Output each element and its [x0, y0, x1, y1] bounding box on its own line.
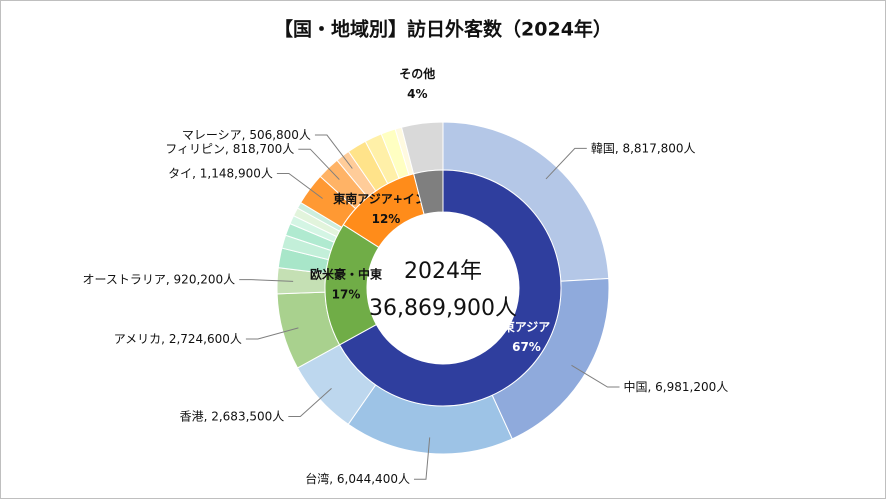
chart-title: 【国・地域別】訪日外客数（2024年）: [274, 18, 612, 41]
leader-line: [239, 279, 294, 282]
separator: ,: [329, 472, 337, 486]
category-label: タイ: [168, 166, 192, 180]
value-label: 6,044,400人: [337, 472, 410, 486]
outer-label: アメリカ, 2,724,600人: [114, 332, 242, 346]
outer-label: タイ, 1,148,900人: [168, 166, 273, 180]
category-label: 韓国: [591, 141, 615, 155]
value-label: 6,981,200人: [655, 380, 728, 394]
separator: ,: [192, 166, 200, 180]
separator: ,: [166, 272, 174, 286]
category-label: マレーシア: [182, 128, 242, 142]
inner-category-label: 欧米豪・中東: [310, 266, 382, 281]
value-label: 920,200人: [174, 272, 236, 286]
separator: ,: [615, 141, 623, 155]
value-label: 1,148,900人: [200, 166, 273, 180]
center-year: 2024年: [404, 259, 482, 284]
outer-label: フィリピン, 818,700人: [165, 142, 294, 156]
value-label: 506,800人: [249, 128, 311, 142]
value-label: 8,817,800人: [622, 141, 695, 155]
inner-value-label: 4%: [407, 87, 427, 101]
leader-line: [314, 134, 353, 169]
leader-line: [545, 147, 587, 180]
inner-segment: [413, 169, 444, 215]
inner-value-label: 12%: [372, 212, 401, 226]
category-label: フィリピン: [165, 142, 225, 156]
center-total: 36,869,900人: [369, 296, 517, 321]
leader-line: [571, 364, 620, 388]
inner-category-label: 東アジア: [503, 319, 551, 334]
leader-line: [298, 148, 340, 180]
value-label: 818,700人: [233, 142, 295, 156]
outer-label: 香港, 2,683,500人: [180, 409, 285, 423]
inner-category-label: 東南アジア+インド: [333, 191, 439, 206]
separator: ,: [161, 332, 169, 346]
leader-line: [245, 327, 299, 340]
outer-label: 台湾, 6,044,400人: [305, 471, 410, 486]
inner-segment: [338, 169, 562, 407]
value-label: 2,683,500人: [211, 409, 284, 423]
leader-line: [288, 387, 332, 417]
inner-value-label: 17%: [332, 287, 361, 301]
category-label: 香港: [180, 409, 204, 423]
category-label: 中国: [624, 379, 648, 394]
separator: ,: [242, 128, 250, 142]
category-label: アメリカ: [114, 332, 161, 346]
category-label: 台湾: [305, 471, 329, 486]
separator: ,: [225, 142, 233, 156]
outer-label: オーストラリア, 920,200人: [83, 272, 236, 286]
inner-category-label: その他: [399, 66, 435, 81]
category-label: オーストラリア: [83, 272, 166, 286]
outer-label: マレーシア, 506,800人: [182, 128, 311, 142]
leader-line: [413, 437, 431, 480]
separator: ,: [204, 409, 212, 423]
inner-value-label: 67%: [512, 340, 541, 354]
value-label: 2,724,600人: [169, 332, 242, 346]
outer-label: 韓国, 8,817,800人: [591, 141, 696, 155]
separator: ,: [648, 380, 656, 394]
leader-line: [276, 172, 323, 199]
outer-label: 中国, 6,981,200人: [624, 379, 729, 394]
